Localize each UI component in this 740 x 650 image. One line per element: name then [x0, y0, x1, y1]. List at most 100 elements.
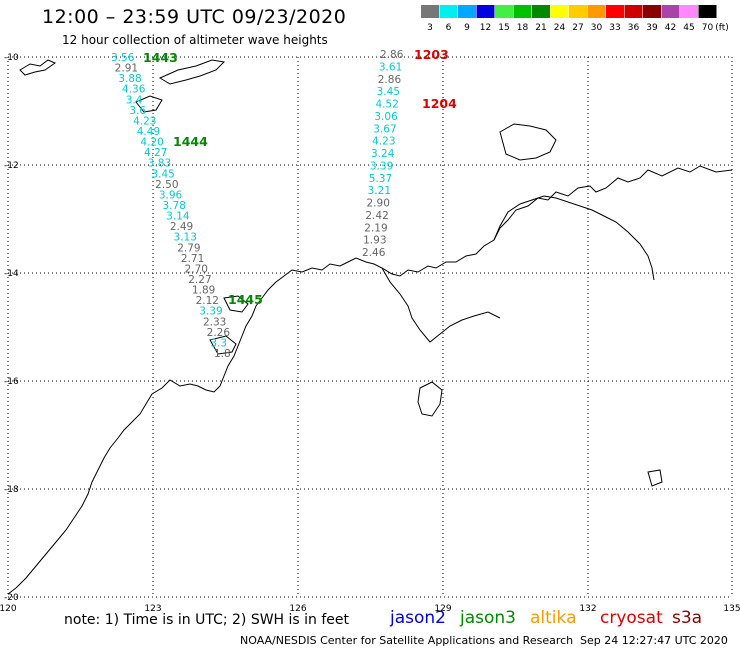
wave-height-label: 2.19 [364, 222, 387, 234]
lat-lon-grid [7, 56, 733, 598]
wave-height-label: 2.90 [367, 198, 390, 210]
legend-tick-label: 36 [628, 23, 640, 33]
wave-height-label: 4.23 [133, 115, 156, 127]
legend-tick-label: 42 [665, 23, 676, 33]
mainland-coastline [7, 165, 733, 595]
legend-tick-label: 18 [517, 23, 529, 33]
legend-swatch [550, 5, 569, 18]
pass-time-label: 1203 [414, 47, 449, 62]
longitude-label: 135 [723, 604, 740, 614]
footnote: note: 1) Time is in UTC; 2) SWH is in fe… [64, 612, 350, 628]
longitude-label: 129 [434, 604, 451, 614]
longitude-label: 132 [579, 604, 596, 614]
generated-timestamp: Sep 24 12:27:47 UTC 2020 [580, 634, 728, 647]
legend-tick-label: 24 [554, 23, 566, 33]
legend-swatch [698, 5, 717, 18]
wave-height-label: 2.49 [170, 221, 193, 233]
pass-time-label: 1445 [228, 292, 263, 307]
legend-swatch [421, 5, 439, 18]
legend-swatch [624, 5, 643, 18]
wave-height-label: 4.49 [137, 126, 160, 138]
island-coastline [499, 123, 557, 161]
legend-tick-label: 6 [446, 23, 452, 33]
legend-tick-label: 21 [535, 23, 546, 33]
legend-tick-label: 9 [464, 23, 470, 33]
satellite-s3a: s3a [672, 608, 703, 628]
legend-swatch [643, 5, 661, 18]
wave-height-label: 2.46 [362, 247, 386, 259]
legend-tick-label: 15 [498, 23, 509, 33]
wave-height-label: 3.6 [129, 105, 146, 117]
island-coastline [209, 335, 237, 355]
credit-line: NOAA/NESDIS Center for Satellite Applica… [240, 634, 574, 647]
legend-swatch [680, 5, 698, 18]
wave-height-label: 3.24 [371, 148, 395, 160]
legend-tick-label: 45 [683, 23, 694, 33]
latitude-label: -12 [4, 161, 19, 171]
legend-tick-label: 33 [609, 23, 620, 33]
pass-time-label: 1204 [422, 96, 457, 111]
wave-height-label: 2.33 [203, 316, 226, 328]
legend-swatch [439, 5, 458, 18]
island-coastline [223, 295, 249, 313]
coastline [7, 59, 733, 595]
wave-height-label: 3.61 [379, 61, 402, 73]
wave-height-label: 3.13 [174, 232, 197, 244]
wave-height-label: 2.42 [365, 210, 388, 222]
wave-height-label: 3.45 [377, 86, 400, 98]
wave-height-label: 1.8 [214, 348, 231, 360]
wave-height-label: 2.91 [115, 63, 138, 75]
wave-height-label: 3.21 [368, 185, 391, 197]
legend-tick-label: 3 [427, 23, 433, 33]
wave-height-label: 4.27 [144, 147, 167, 159]
latitude-label: -18 [4, 485, 19, 495]
wave-height-values: 3.562.913.884.363.43.64.234.494.204.273.… [111, 49, 404, 360]
map-title: 12:00 – 23:59 UTC 09/23/2020 [42, 6, 347, 28]
satellite-jason3: jason3 [460, 608, 516, 628]
legend-tick-label: 30 [591, 23, 603, 33]
wave-height-label: 3.45 [151, 168, 174, 180]
wave-height-label: 4.20 [140, 137, 163, 149]
map-subtitle: 12 hour collection of altimeter wave hei… [62, 33, 328, 47]
island-coastline [19, 59, 57, 76]
wave-height-label: 3.4 [126, 94, 143, 106]
legend-swatch [587, 5, 606, 18]
wave-height-label: 3.39 [199, 306, 222, 318]
mainland-coastline [381, 267, 501, 343]
legend-swatch [606, 5, 624, 18]
island-coastline [417, 381, 443, 417]
latitude-label: -14 [4, 269, 19, 279]
latitude-label: -10 [4, 53, 19, 63]
longitude-label: 126 [289, 604, 306, 614]
longitude-label: 120 [0, 604, 17, 614]
wave-height-color-scale: 3 6 9 12 15 18 21 24 27 30 33 36 39 42 45 70 (ft) [421, 5, 729, 33]
wave-height-label: 2.12 [196, 295, 219, 307]
satellite-jason2: jason2 [390, 608, 446, 628]
legend-swatch [495, 5, 513, 18]
wave-height-label: 5.37 [369, 173, 392, 185]
wave-height-label: 3.06 [374, 111, 398, 123]
legend-swatch [513, 5, 532, 18]
wave-height-label: 3.83 [148, 158, 171, 170]
wave-height-label: 2.86 [378, 74, 402, 86]
wave-height-label: 2.50 [155, 179, 178, 191]
wave-height-label: 3.39 [370, 160, 393, 172]
wave-height-label: 2.70 [185, 263, 208, 275]
pass-time-labels: 1443 1444 1445 1203 1204 [143, 47, 457, 307]
pass-time-label: 1443 [143, 50, 178, 65]
latitude-label: -16 [4, 377, 19, 387]
island-coastline [647, 469, 663, 487]
wave-height-label: 4.36 [122, 84, 146, 96]
longitude-label: 123 [144, 604, 161, 614]
legend-tick-label: 39 [646, 23, 658, 33]
legend-tick-label: 70 [702, 23, 714, 33]
legend-swatch [569, 5, 587, 18]
legend-tick-label: 12 [480, 23, 491, 33]
legend-swatch [532, 5, 550, 18]
wave-height-label: 2.27 [188, 274, 211, 286]
satellite-altika: altika [530, 608, 577, 628]
wave-height-label: 3.88 [118, 73, 141, 85]
legend-swatch [661, 5, 680, 18]
pass-time-label: 1444 [173, 134, 208, 149]
wave-height-label: 2.26 [207, 327, 231, 339]
